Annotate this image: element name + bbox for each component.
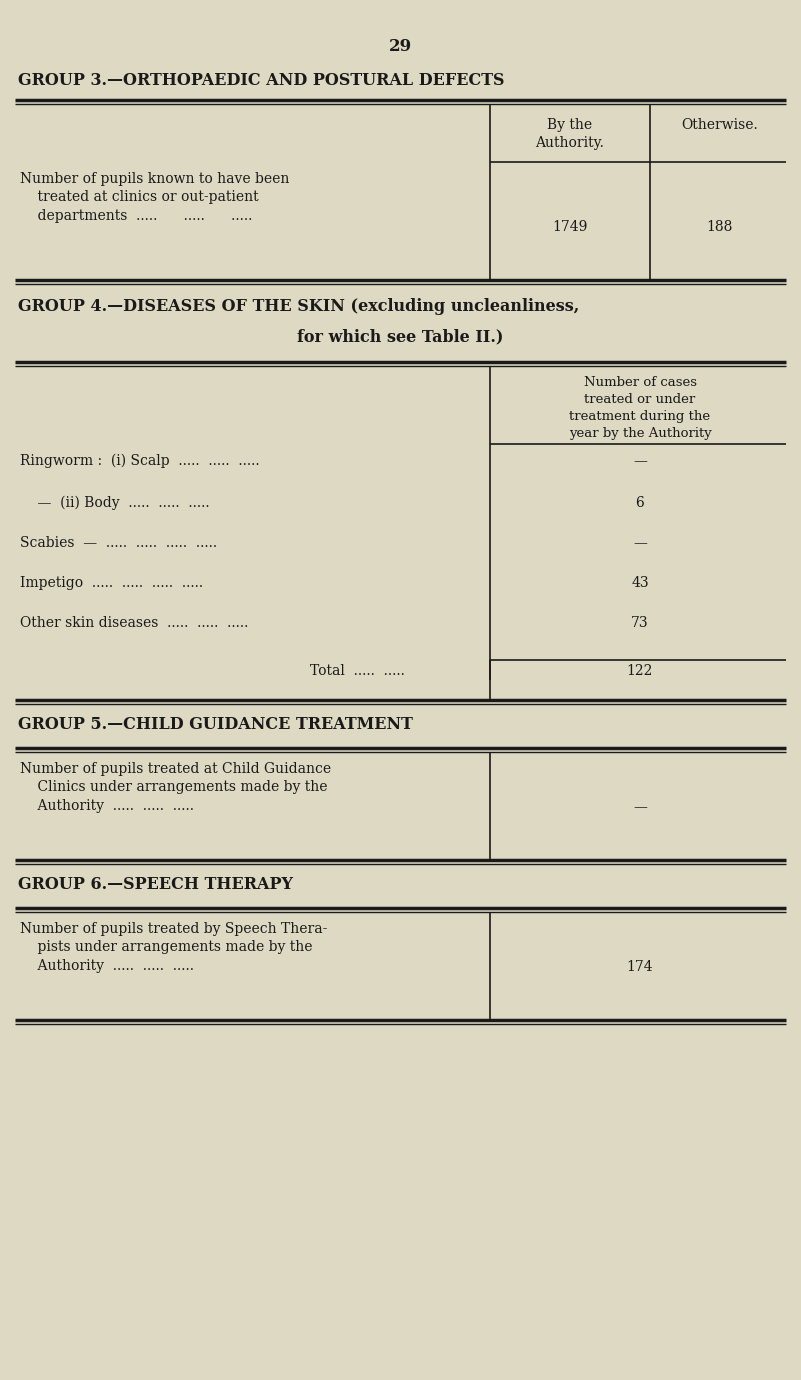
Text: 1749: 1749 bbox=[553, 219, 588, 235]
Text: —: — bbox=[633, 800, 647, 814]
Text: —: — bbox=[633, 535, 647, 551]
Text: for which see Table II.): for which see Table II.) bbox=[297, 328, 503, 345]
Text: By the
Authority.: By the Authority. bbox=[536, 119, 605, 150]
Text: GROUP 3.—ORTHOPAEDIC AND POSTURAL DEFECTS: GROUP 3.—ORTHOPAEDIC AND POSTURAL DEFECT… bbox=[18, 72, 505, 88]
Text: Impetigo  .....  .....  .....  .....: Impetigo ..... ..... ..... ..... bbox=[20, 575, 203, 591]
Text: GROUP 6.—SPEECH THERAPY: GROUP 6.—SPEECH THERAPY bbox=[18, 876, 293, 893]
Text: Number of cases
treated or under
treatment during the
year by the Authority: Number of cases treated or under treatme… bbox=[569, 375, 711, 440]
Text: 43: 43 bbox=[631, 575, 649, 591]
Text: 6: 6 bbox=[636, 495, 644, 511]
Text: GROUP 5.—CHILD GUIDANCE TREATMENT: GROUP 5.—CHILD GUIDANCE TREATMENT bbox=[18, 716, 413, 733]
Text: 174: 174 bbox=[626, 960, 654, 974]
Text: —  (ii) Body  .....  .....  .....: — (ii) Body ..... ..... ..... bbox=[20, 495, 210, 511]
Text: 73: 73 bbox=[631, 615, 649, 631]
Text: Ringworm :  (i) Scalp  .....  .....  .....: Ringworm : (i) Scalp ..... ..... ..... bbox=[20, 454, 260, 468]
Text: 29: 29 bbox=[388, 39, 412, 55]
Text: 188: 188 bbox=[706, 219, 733, 235]
Text: —: — bbox=[633, 454, 647, 468]
Text: Other skin diseases  .....  .....  .....: Other skin diseases ..... ..... ..... bbox=[20, 615, 248, 631]
Text: Total  .....  .....: Total ..... ..... bbox=[310, 664, 405, 678]
Text: GROUP 4.—DISEASES OF THE SKIN (excluding uncleanliness,: GROUP 4.—DISEASES OF THE SKIN (excluding… bbox=[18, 298, 579, 315]
Text: Scabies  —  .....  .....  .....  .....: Scabies — ..... ..... ..... ..... bbox=[20, 535, 217, 551]
Text: 122: 122 bbox=[627, 664, 653, 678]
Text: Number of pupils treated by Speech Thera-
    pists under arrangements made by t: Number of pupils treated by Speech Thera… bbox=[20, 922, 328, 973]
Text: Number of pupils known to have been
    treated at clinics or out-patient
    de: Number of pupils known to have been trea… bbox=[20, 172, 289, 222]
Text: Otherwise.: Otherwise. bbox=[682, 119, 759, 132]
Text: Number of pupils treated at Child Guidance
    Clinics under arrangements made b: Number of pupils treated at Child Guidan… bbox=[20, 762, 331, 813]
